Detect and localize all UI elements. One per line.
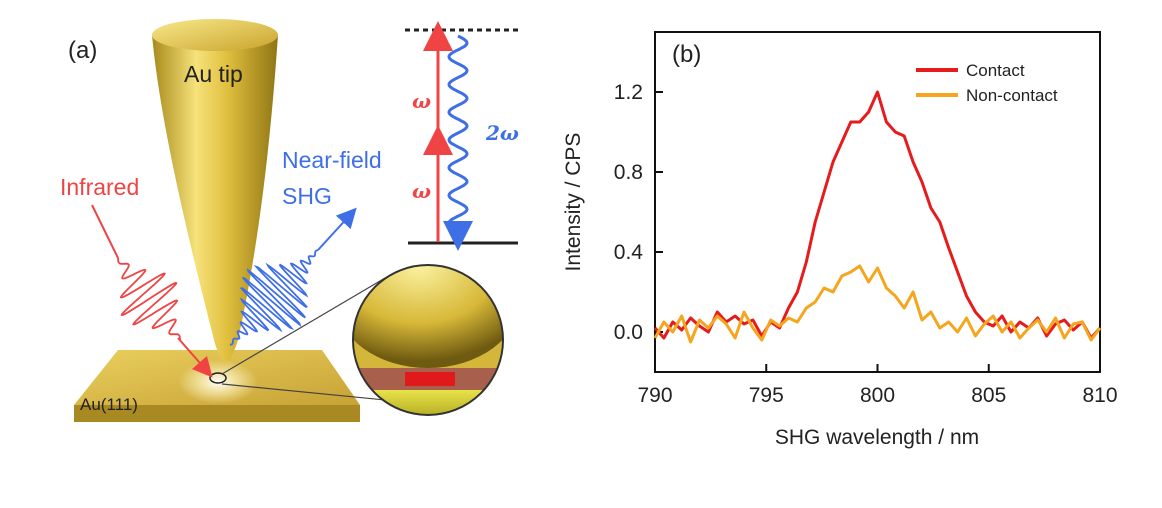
energy-diagram: ω ω 2ω	[405, 21, 520, 251]
nearfield-label: Near-field	[282, 147, 382, 173]
shg-beam: Near-field SHG	[229, 147, 382, 346]
legend-label-noncontact: Non-contact	[966, 86, 1058, 105]
x-tick-label: 805	[971, 384, 1006, 407]
x-tick-label: 795	[749, 384, 784, 407]
series-line-non-contact	[653, 264, 1102, 344]
zoom-line-bottom	[221, 383, 386, 401]
2omega-label: 2ω	[485, 121, 519, 145]
x-tick-label: 800	[860, 384, 895, 407]
infrared-label: Infrared	[60, 174, 139, 200]
y-tick-label: 0.8	[614, 161, 643, 184]
panel-a: (a) Au(111) Au tip Infrared Near-field S…	[60, 19, 520, 422]
2omega-arrow	[443, 34, 473, 251]
x-tick-label: 790	[637, 384, 672, 407]
y-tick-label: 0.4	[614, 241, 644, 264]
series-line-contact	[653, 90, 1102, 340]
shg-label: SHG	[282, 183, 332, 209]
x-tick-label: 810	[1082, 384, 1117, 407]
au-tip: Au tip	[152, 19, 278, 361]
zoom-line-top	[221, 277, 386, 375]
series-lines	[653, 90, 1102, 344]
tip-label: Au tip	[184, 61, 243, 87]
y-tick-label: 1.2	[614, 81, 643, 104]
apex-circle	[209, 372, 227, 384]
infrared-beam: Infrared	[60, 174, 213, 378]
au-substrate: Au(111)	[74, 350, 360, 422]
legend: Contact Non-contact	[916, 61, 1058, 105]
legend-label-contact: Contact	[966, 61, 1025, 80]
x-axis-label: SHG wavelength / nm	[775, 426, 979, 449]
y-tick-label: 0.0	[614, 321, 643, 344]
zoom-inset	[352, 264, 504, 416]
omega-label-lower: ω	[412, 179, 431, 203]
y-axis-label: Intensity / CPS	[562, 133, 585, 272]
substrate-label: Au(111)	[80, 395, 138, 414]
panel-b-label: (b)	[672, 41, 701, 68]
panel-b-chart: (b) SHG wavelength / nm Intensity / CPS …	[562, 31, 1118, 449]
panel-a-label: (a)	[68, 37, 97, 64]
omega-label-upper: ω	[412, 89, 431, 113]
axis-ticks: 790 795 800 805 810 0.0 0.4 0.8 1.2	[614, 81, 1118, 407]
